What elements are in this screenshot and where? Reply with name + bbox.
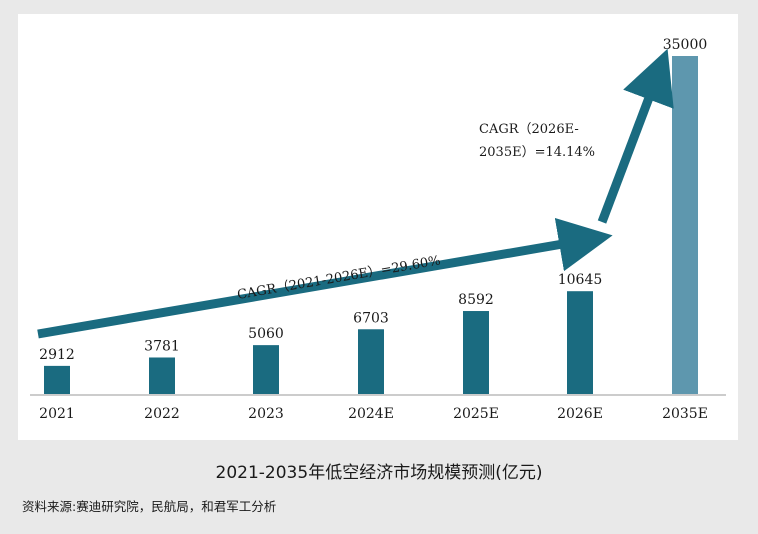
bar-chart: 2912 3781 5060 6703 8592 10645 35000 2021 2022 2…	[30, 37, 726, 422]
tick-label-2021: 2021	[39, 406, 75, 422]
tick-label-2024E: 2024E	[348, 406, 394, 422]
cagr-label-2026-2035-line2: 2035E）=14.14%	[479, 145, 595, 160]
bar-2024E	[358, 329, 384, 394]
tick-label-2025E: 2025E	[453, 406, 499, 422]
plot-area: 2912 3781 5060 6703 8592 10645 35000 2021 2022 2…	[18, 14, 738, 440]
chart-caption: 2021-2035年低空经济市场规模预测(亿元)	[215, 463, 543, 483]
bar-2022	[149, 357, 175, 394]
tick-label-2023: 2023	[248, 406, 284, 422]
value-label-2024E: 6703	[353, 310, 389, 326]
value-label-2021: 2912	[39, 347, 75, 363]
tick-label-2026E: 2026E	[557, 406, 603, 422]
value-label-2022: 3781	[144, 338, 180, 354]
cagr-label-2021-2026: CAGR（2021-2026E）=29.60%	[236, 253, 442, 302]
tick-label-2035E: 2035E	[662, 406, 708, 422]
bar-2025E	[463, 311, 489, 394]
value-label-2025E: 8592	[458, 292, 494, 308]
bar-2021	[44, 365, 70, 394]
cagr-label-2026-2035-line1: CAGR（2026E-	[479, 122, 579, 137]
cagr-arrow-2021-2026	[37, 217, 613, 339]
bar-2035E	[672, 56, 698, 394]
value-label-2035E: 35000	[663, 37, 708, 53]
cagr-arrow-2026-2035	[597, 48, 674, 224]
tick-label-2022: 2022	[144, 406, 180, 422]
value-label-2023: 5060	[248, 326, 284, 342]
bar-2023	[253, 345, 279, 394]
value-label-2026E: 10645	[558, 272, 603, 288]
bar-2026E	[567, 291, 593, 394]
source-note: 资料来源:赛迪研究院，民航局，和君军工分析	[22, 499, 277, 514]
